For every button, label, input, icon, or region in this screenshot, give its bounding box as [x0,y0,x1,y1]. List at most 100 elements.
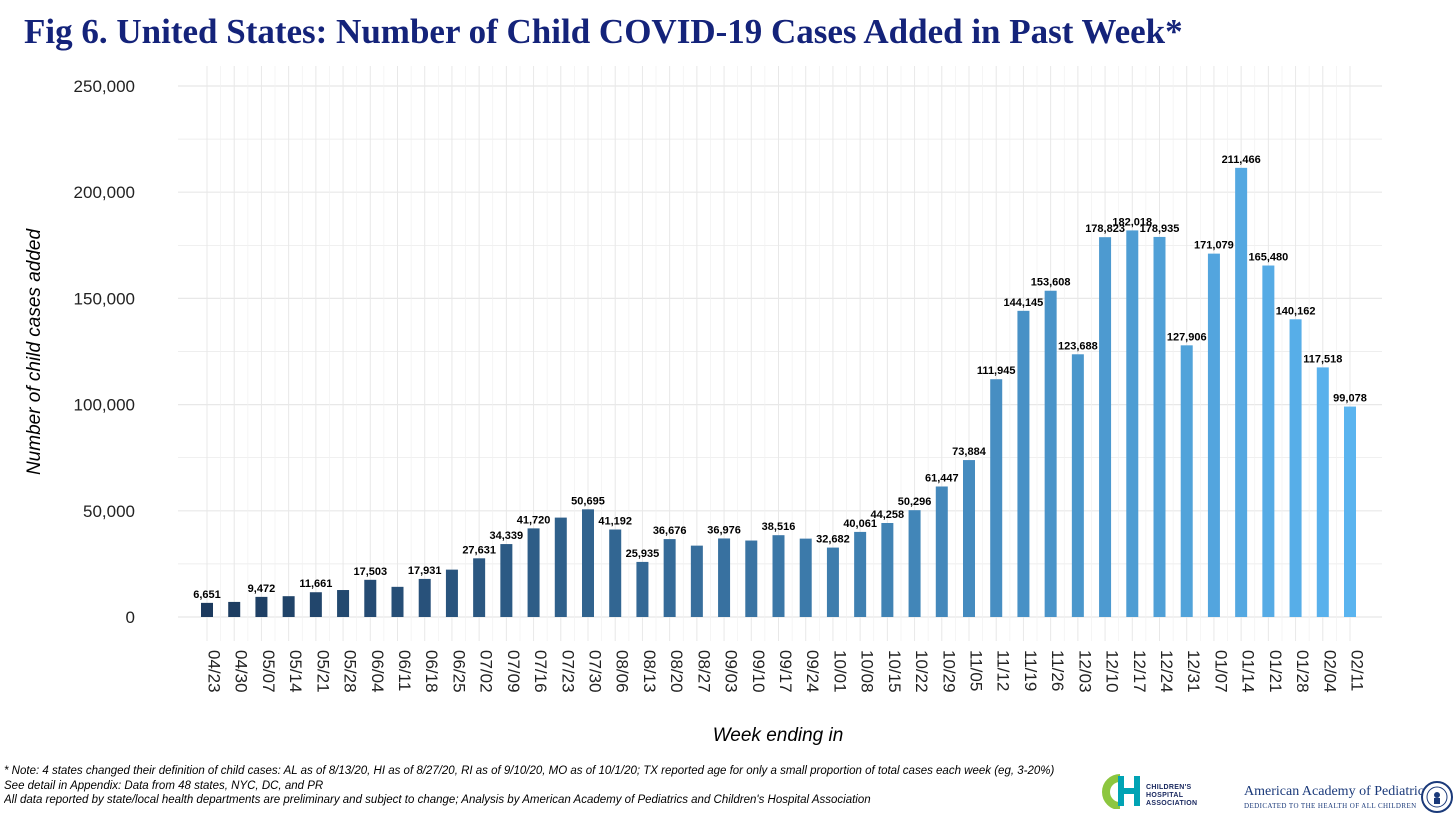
bar [636,561,649,617]
x-tick-label: 12/31 [1184,650,1203,693]
footnote-2: See detail in Appendix: Data from 48 sta… [4,779,324,792]
bar [1235,167,1248,617]
bar [1262,265,1275,617]
y-tick-label: 50,000 [83,502,135,521]
bar [1289,319,1302,617]
data-label: 117,518 [1303,353,1342,365]
bar [1017,310,1030,617]
cha-logo-text: CHILDREN'S HOSPITAL ASSOCIATION [1146,784,1197,808]
footnotes: * Note: 4 states changed their definitio… [4,764,1094,808]
bar [935,486,948,617]
bar [364,579,377,617]
data-label: 140,162 [1276,305,1316,317]
data-label: 127,906 [1167,331,1207,343]
data-label: 123,688 [1058,340,1098,352]
cha-line-3: ASSOCIATION [1146,800,1198,807]
x-tick-label: 08/27 [694,650,713,693]
x-tick-label: 02/11 [1348,650,1367,691]
x-tick-label: 08/06 [613,650,632,693]
x-tick-label: 12/24 [1157,650,1176,693]
bar [663,539,676,617]
x-tick-label: 09/24 [803,650,822,693]
x-tick-label: 01/21 [1266,650,1285,693]
data-label: 17,503 [353,566,387,578]
x-tick-label: 01/14 [1239,650,1258,693]
cha-logo-icon [1102,774,1140,810]
bar [255,596,268,617]
x-tick-label: 04/30 [232,650,251,693]
x-axis-label: Week ending in [713,725,844,746]
bar [609,529,622,617]
data-label: 38,516 [762,521,796,533]
data-label: 50,296 [898,496,932,508]
data-label: 182,018 [1112,216,1152,228]
x-tick-label: 05/07 [259,650,278,693]
bar [908,510,921,617]
y-tick-label: 200,000 [74,183,135,202]
bar [391,586,404,617]
bar [500,544,513,617]
data-label: 36,976 [707,524,741,536]
cha-line-2: HOSPITAL [1146,792,1184,799]
bar [772,535,785,617]
bar [554,517,567,617]
bar [282,596,295,617]
bar [527,528,540,617]
data-label: 178,823 [1085,223,1125,235]
cha-line-1: CHILDREN'S [1146,784,1192,791]
x-tick-label: 10/08 [858,650,877,693]
bar [1153,236,1166,617]
data-label: 153,608 [1031,277,1071,289]
bar [745,540,758,617]
x-tick-label: 07/16 [531,650,550,693]
bars-layer [201,167,1356,618]
bar [1344,406,1356,617]
data-label: 171,079 [1194,240,1234,252]
bar-chart: 6,651 9,472 11,661 17,503 17,931 27,631 34,339… [24,66,1382,746]
x-tick-label: 10/22 [912,650,931,693]
x-tick-label: 12/17 [1130,650,1149,693]
x-axis-ticks: 04/23 04/30 05/07 05/14 05/21 05/28 06/04 06/11… [205,650,1367,693]
bar [1071,354,1084,617]
x-tick-label: 05/28 [341,650,360,693]
bar [854,531,867,617]
bar [826,547,839,617]
bar [690,545,703,617]
x-tick-label: 08/13 [640,650,659,693]
x-tick-label: 11/05 [967,650,986,691]
data-label: 178,935 [1140,223,1180,235]
y-tick-label: 250,000 [74,77,135,96]
data-label: 41,720 [517,514,551,526]
data-label: 165,480 [1248,252,1288,264]
data-label: 61,447 [925,472,959,484]
y-tick-label: 150,000 [74,289,135,308]
data-label: 73,884 [952,446,987,458]
x-tick-label: 04/23 [205,650,224,693]
x-tick-label: 09/03 [722,650,741,693]
x-tick-label: 05/21 [313,650,332,693]
data-label: 32,682 [816,534,850,546]
x-tick-label: 12/10 [1103,650,1122,693]
bar [718,538,731,617]
x-tick-label: 10/15 [885,650,904,693]
x-tick-label: 11/26 [1048,650,1067,691]
bar [337,590,350,617]
data-label: 144,145 [1004,297,1044,309]
data-label: 111,945 [977,365,1016,377]
x-tick-label: 07/23 [558,650,577,693]
x-tick-label: 11/19 [1021,650,1040,691]
bar [445,569,458,617]
data-label: 25,935 [626,548,660,560]
data-label: 36,676 [653,525,687,537]
bar [201,602,213,617]
x-tick-label: 06/04 [368,650,387,693]
data-label: 9,472 [248,583,276,595]
x-tick-label: 07/09 [504,650,523,693]
data-label: 40,061 [843,518,877,530]
bar [1044,290,1057,617]
bar [1207,253,1220,617]
bar [1180,345,1193,617]
x-tick-label: 02/04 [1320,650,1339,693]
x-tick-label: 07/02 [477,650,496,693]
data-label: 34,339 [490,530,524,542]
